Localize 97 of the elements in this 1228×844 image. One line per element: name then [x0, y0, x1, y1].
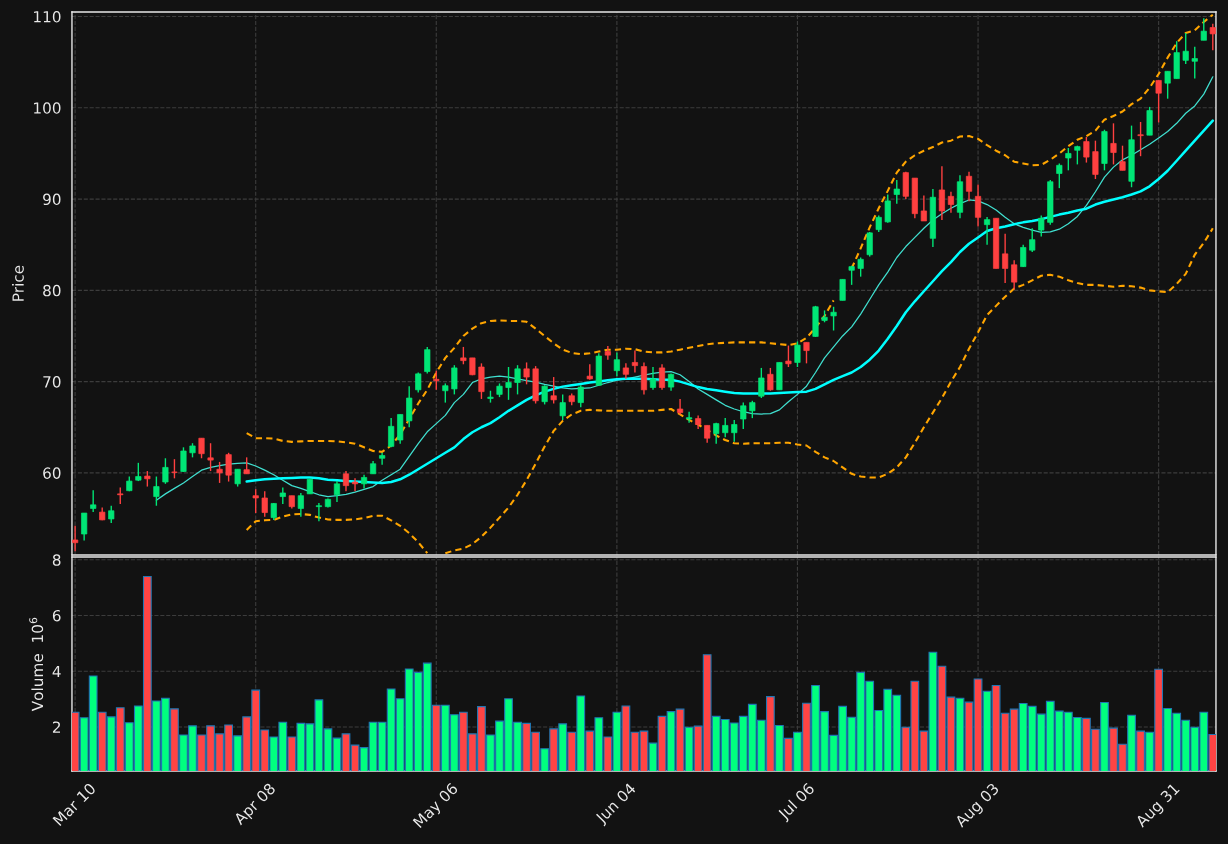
y-tick-label: 80	[43, 284, 61, 297]
candlestick	[433, 369, 440, 391]
candlestick	[830, 306, 837, 332]
candlestick	[767, 367, 774, 392]
candlestick	[866, 231, 873, 258]
candlestick	[884, 193, 891, 224]
candlestick	[379, 452, 386, 466]
candlestick	[758, 367, 765, 399]
candlestick	[514, 364, 521, 396]
y-tick-label: 8	[52, 554, 61, 566]
candlestick	[640, 361, 648, 396]
candlestick	[81, 512, 88, 542]
candlestick	[1119, 144, 1126, 172]
candlestick	[442, 382, 449, 404]
candlestick	[1164, 70, 1171, 100]
candlestick	[920, 194, 927, 222]
candlestick	[965, 171, 973, 203]
x-tick-label: Jun 04	[594, 782, 639, 827]
candlestick	[893, 179, 900, 205]
candlestick	[1137, 121, 1144, 157]
candlestick	[1092, 139, 1099, 180]
candlestick	[613, 351, 620, 377]
candlestick	[1056, 162, 1063, 189]
candlestick	[649, 366, 657, 391]
candlestick	[974, 183, 982, 228]
candlestick	[1110, 122, 1117, 166]
candlestick	[794, 340, 801, 368]
y-tick-label: 2	[52, 721, 61, 733]
candlestick	[261, 490, 268, 518]
candlestick	[857, 256, 864, 278]
y-axis-title: Volume 10$^{6}$	[29, 617, 44, 712]
candlestick	[180, 446, 187, 473]
candlestick	[1209, 23, 1216, 52]
candlestick	[315, 502, 322, 522]
candlestick	[803, 341, 810, 365]
candlestick	[785, 344, 792, 368]
candlestick	[252, 488, 259, 514]
candlestick	[1191, 45, 1198, 80]
candlestick	[541, 384, 548, 406]
candlestick	[1002, 233, 1009, 284]
candlestick	[162, 457, 169, 485]
candlestick	[740, 401, 747, 430]
candlestick	[839, 278, 846, 302]
candlestick	[207, 442, 214, 472]
line-series	[245, 119, 1215, 485]
candlestick	[1011, 259, 1018, 291]
y-axis-title: Price	[12, 265, 24, 301]
candlestick	[577, 384, 584, 408]
y-tick-label: 4	[52, 665, 61, 678]
candlestick	[505, 366, 512, 401]
candlestick	[171, 458, 178, 480]
candlestick	[297, 492, 304, 518]
y-tick-label: 90	[43, 193, 61, 206]
candlestick	[523, 361, 530, 386]
y-tick-label: 6	[52, 609, 61, 622]
x-tick-label: Mar 10	[52, 782, 97, 827]
candlestick	[342, 470, 350, 492]
candlestick	[333, 480, 341, 503]
candlestick	[225, 452, 232, 483]
candlestick	[1182, 32, 1189, 65]
candlestick	[1038, 214, 1045, 238]
candlestick	[90, 489, 97, 513]
candlestick	[198, 437, 205, 459]
line-series	[155, 76, 1214, 501]
candlestick	[153, 475, 160, 507]
candlestick	[351, 477, 359, 492]
candlestick	[902, 171, 909, 200]
candlestick	[550, 376, 557, 405]
candlestick	[451, 364, 458, 396]
candlestick	[1155, 79, 1162, 124]
candlestick	[1029, 227, 1036, 253]
candlestick	[731, 419, 738, 443]
candlestick	[604, 345, 611, 361]
candlestick	[1065, 147, 1072, 172]
candlestick	[984, 216, 991, 246]
candlestick	[938, 165, 945, 221]
y-tick-label: 70	[43, 376, 61, 388]
candlestick	[722, 417, 729, 438]
candlestick	[216, 461, 223, 484]
candlestick	[677, 398, 684, 416]
x-tick-label: Apr 08	[232, 782, 279, 828]
candlestick	[559, 393, 566, 421]
candlestick	[72, 525, 79, 553]
candlestick	[1200, 17, 1207, 41]
candlestick	[388, 417, 395, 449]
y-tick-label: 60	[43, 467, 61, 479]
candlestick	[424, 346, 431, 375]
candlestick	[1083, 136, 1090, 164]
y-tick-label: 110	[34, 11, 61, 23]
candlestick	[686, 411, 693, 424]
candlestick	[406, 385, 413, 428]
y-tick-label: 100	[34, 102, 61, 114]
candlestick	[631, 349, 638, 374]
x-tick-label: Jul 06	[776, 782, 818, 823]
candlestick	[415, 371, 422, 394]
candlestick	[947, 191, 955, 214]
candlestick	[658, 363, 666, 391]
